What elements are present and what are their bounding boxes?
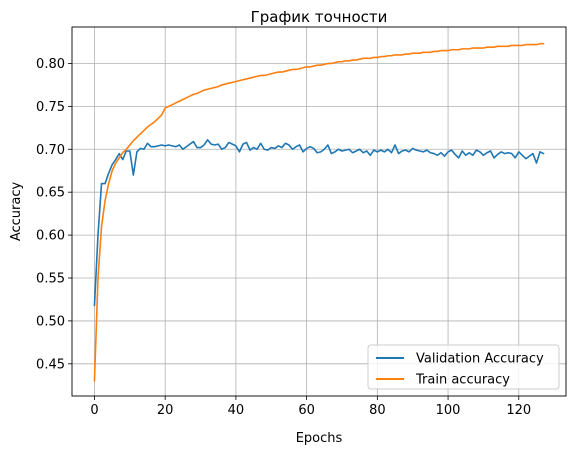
grid: [72, 27, 566, 396]
y-tick-label: 0.75: [36, 100, 65, 115]
x-tick-label: 20: [157, 403, 174, 418]
train-accuracy-line: [93, 42, 545, 382]
x-tick-label: 0: [90, 403, 98, 418]
y-tick-label: 0.60: [36, 229, 65, 244]
x-tick-label: 80: [369, 403, 386, 418]
plot-frame: [71, 26, 567, 397]
x-axis-label: Epochs: [296, 431, 343, 446]
x-tick-label: 40: [228, 403, 245, 418]
y-tick-label: 0.80: [36, 57, 65, 72]
y-tick-label: 0.45: [36, 357, 65, 372]
legend-box: [367, 344, 560, 390]
legend-label-validation: Validation Accuracy: [416, 352, 544, 367]
validation-accuracy-line: [93, 139, 545, 307]
y-tick-label: 0.65: [36, 186, 65, 201]
series-lines: [93, 42, 545, 382]
x-tick-label: 60: [298, 403, 315, 418]
y-axis-label: Accuracy: [9, 182, 24, 242]
y-tick-label: 0.50: [36, 314, 65, 329]
x-tick-label: 100: [436, 403, 461, 418]
chart-title: График точности: [251, 8, 388, 26]
x-tick-label: 120: [506, 403, 531, 418]
legend: Validation Accuracy Train accuracy: [367, 344, 560, 390]
legend-label-train: Train accuracy: [415, 373, 510, 388]
y-tick-label: 0.70: [36, 143, 65, 158]
y-tick-label: 0.55: [36, 272, 65, 287]
ticks: 0 20 40 60 80 100 120 0.45 0.50 0.55 0.60 0.65 0.70 0…: [36, 57, 531, 418]
